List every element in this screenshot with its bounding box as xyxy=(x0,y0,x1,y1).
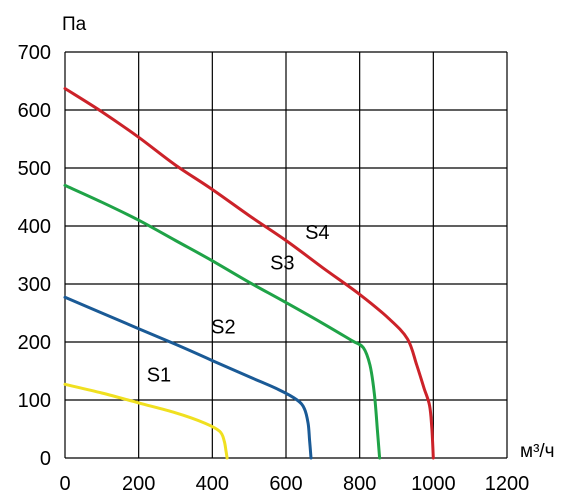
series-line-s1 xyxy=(63,382,229,460)
series-label-s2: S2 xyxy=(211,316,235,338)
x-axis-unit: м³/ч xyxy=(520,441,555,462)
series-line-s4 xyxy=(63,87,435,460)
y-tick-label: 400 xyxy=(18,216,51,238)
series-label-s3: S3 xyxy=(270,253,294,275)
x-tick-label: 200 xyxy=(122,473,155,495)
y-tick-label: 600 xyxy=(18,100,51,122)
y-tick-label: 0 xyxy=(40,448,51,470)
x-tick-label: 1000 xyxy=(411,473,456,495)
y-axis-unit: Па xyxy=(62,14,87,35)
series-line-s2 xyxy=(63,295,313,460)
x-tick-label: 0 xyxy=(59,473,70,495)
y-tick-label: 500 xyxy=(18,158,51,180)
tick-labels: 0 200 400 600 800 1000 1200 0 100 200 300 400 500 600… xyxy=(18,42,530,495)
series-labels: S1 S2 S3 S4 xyxy=(147,222,330,387)
x-tick-label: 400 xyxy=(196,473,229,495)
x-tick-label: 600 xyxy=(269,473,302,495)
y-tick-label: 100 xyxy=(18,390,51,412)
series-line-s3 xyxy=(63,183,382,460)
y-tick-label: 700 xyxy=(18,42,51,64)
y-tick-label: 300 xyxy=(18,274,51,296)
series-curves xyxy=(63,87,435,460)
y-tick-label: 200 xyxy=(18,332,51,354)
x-tick-label: 1200 xyxy=(485,473,530,495)
series-label-s4: S4 xyxy=(305,222,329,244)
grid-lines xyxy=(65,52,507,458)
x-tick-label: 800 xyxy=(343,473,376,495)
series-label-s1: S1 xyxy=(147,364,171,386)
